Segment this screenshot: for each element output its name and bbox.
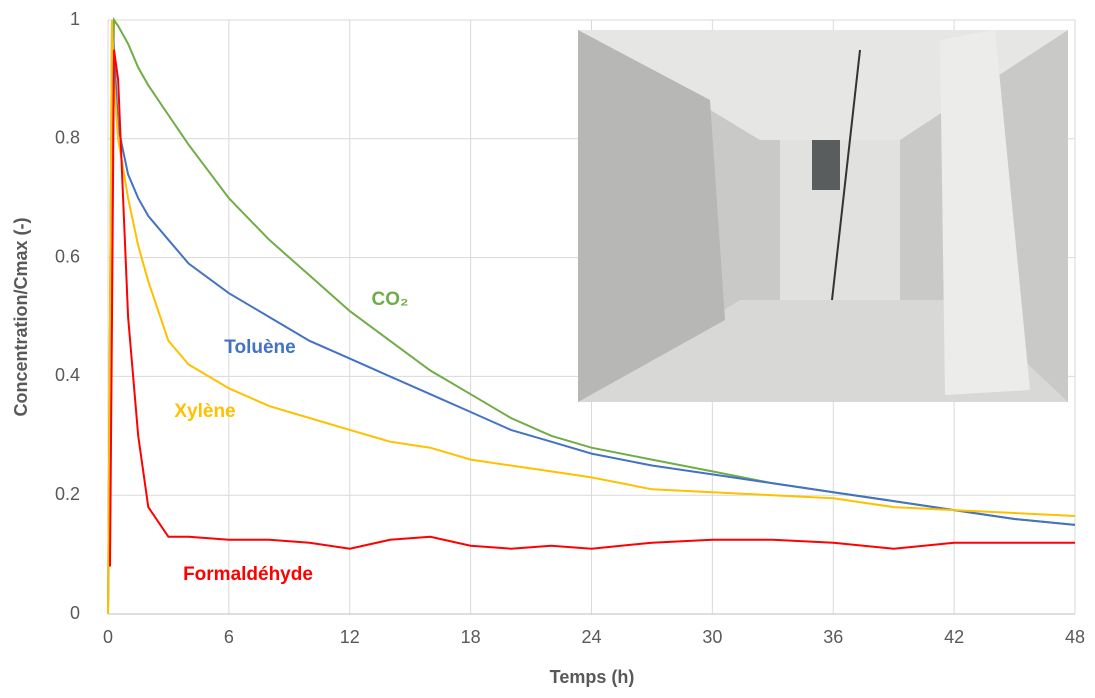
series-label: CO₂ [372, 289, 409, 310]
series-line [107, 19, 1076, 615]
x-axis-title: Temps (h) [550, 667, 635, 687]
y-tick-label: 0.6 [55, 246, 80, 266]
series-label: Toluène [224, 337, 295, 358]
photo-pillar [940, 30, 1030, 395]
x-tick-label: 12 [340, 627, 360, 647]
x-tick-label: 6 [224, 627, 234, 647]
x-tick-label: 18 [461, 627, 481, 647]
series-label: Formaldéhyde [183, 564, 313, 585]
photo-mast [831, 49, 861, 301]
photo-left-wall [578, 30, 725, 402]
y-tick-label: 1 [70, 9, 80, 29]
y-tick-label: 0 [70, 603, 80, 623]
series-line [107, 19, 1076, 615]
y-tick-label: 0.4 [55, 365, 80, 385]
y-axis-title: Concentration/Cmax (-) [11, 217, 31, 416]
series-label: Xylène [174, 401, 235, 422]
x-tick-label: 24 [581, 627, 601, 647]
x-tick-label: 36 [823, 627, 843, 647]
x-tick-label: 42 [944, 627, 964, 647]
y-tick-label: 0.2 [55, 484, 80, 504]
inset-photo [578, 30, 1068, 402]
x-tick-label: 48 [1065, 627, 1085, 647]
y-tick-label: 0.8 [55, 128, 80, 148]
series-line [109, 49, 1075, 567]
x-tick-label: 0 [103, 627, 113, 647]
photo-window [812, 140, 840, 190]
x-tick-label: 30 [702, 627, 722, 647]
